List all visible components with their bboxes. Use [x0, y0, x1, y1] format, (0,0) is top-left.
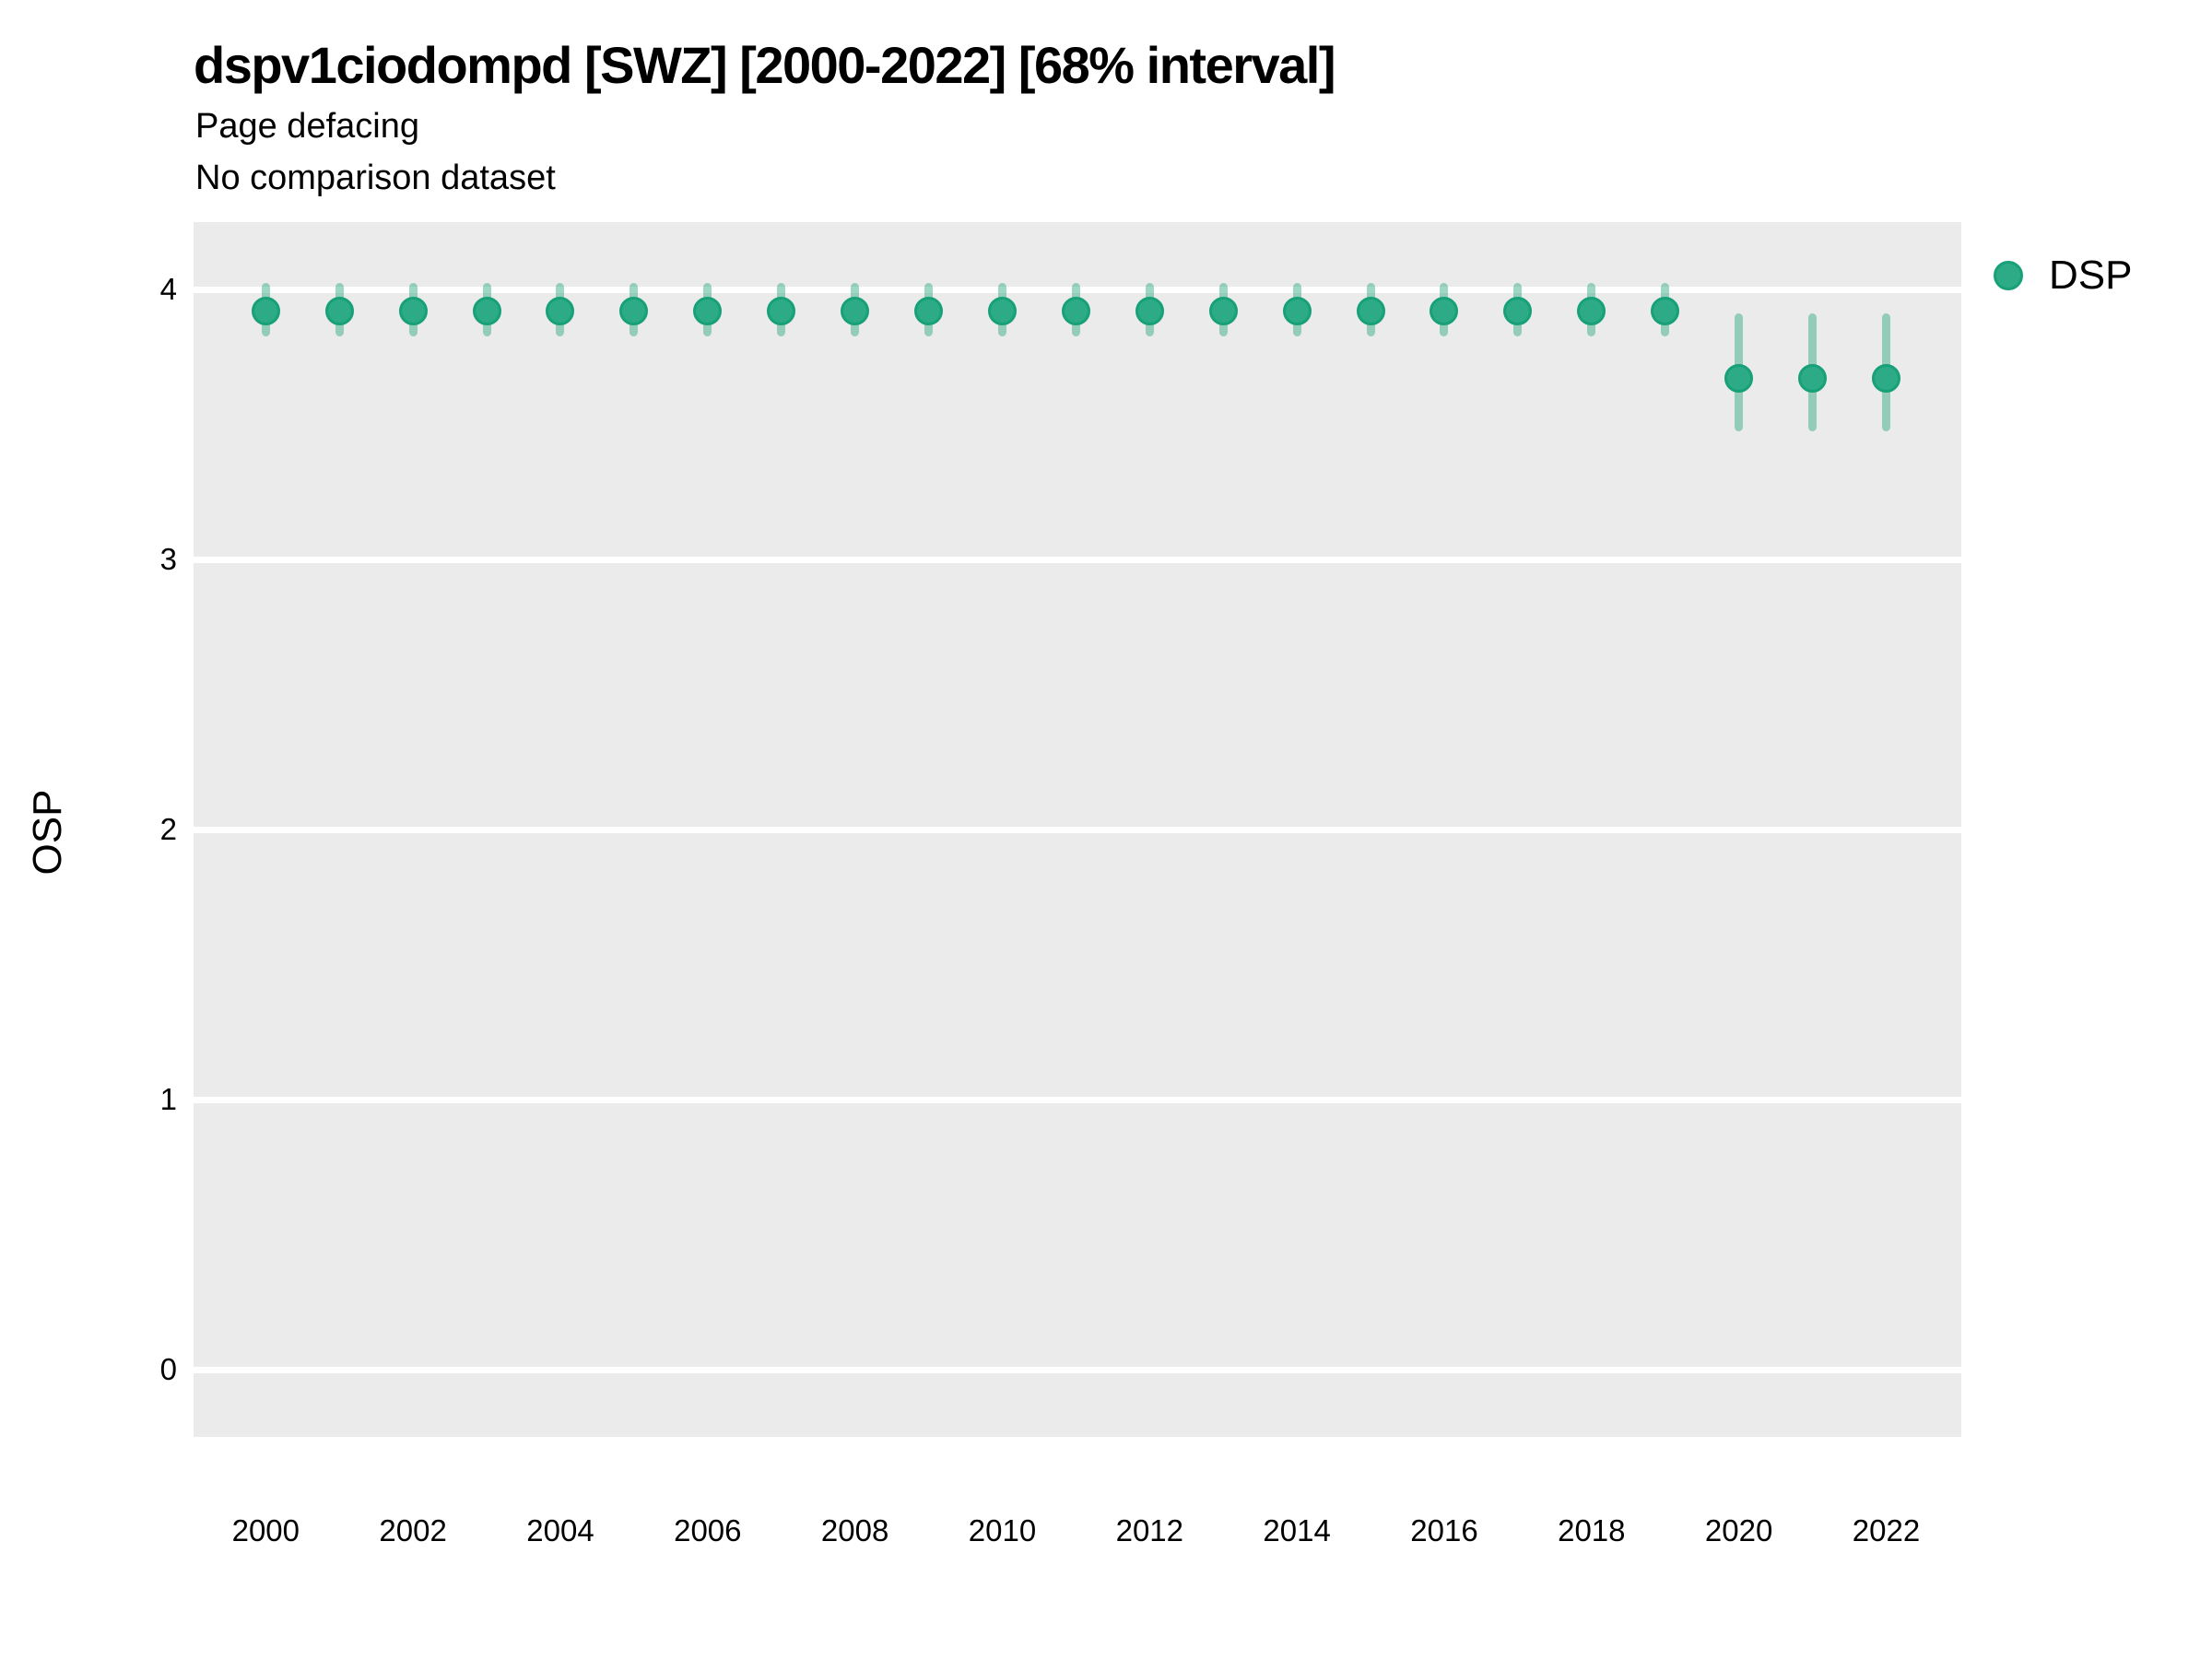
data-point-2000	[251, 297, 280, 326]
gridline-y-4	[194, 287, 1961, 294]
data-point-2012	[1135, 297, 1164, 326]
page-title: dspv1ciodompd [SWZ] [2000-2022] [68% int…	[194, 36, 1336, 94]
y-tick-label-0: 0	[159, 1351, 177, 1386]
x-tick-label-2006: 2006	[674, 1513, 742, 1547]
x-tick-label-2018: 2018	[1558, 1513, 1626, 1547]
data-point-2002	[398, 297, 428, 326]
gridline-y-0	[194, 1366, 1961, 1373]
data-point-2015	[1356, 297, 1385, 326]
gridline-y-1	[194, 1096, 1961, 1103]
gridline-y-3	[194, 557, 1961, 564]
x-tick-label-2022: 2022	[1852, 1513, 1921, 1547]
x-tick-label-2004: 2004	[526, 1513, 594, 1547]
data-point-2004	[546, 297, 575, 326]
legend-dot-icon	[1994, 261, 2023, 290]
chart-subtitle: Page defacing	[195, 107, 419, 146]
data-point-2003	[472, 297, 501, 326]
chart-comparison-note: No comparison dataset	[195, 159, 556, 197]
legend-label: DSP	[2049, 253, 2133, 298]
y-tick-label-3: 3	[159, 542, 177, 577]
x-tick-label-2016: 2016	[1410, 1513, 1478, 1547]
x-tick-label-2002: 2002	[379, 1513, 447, 1547]
y-tick-label-2: 2	[159, 812, 177, 846]
data-point-2018	[1577, 297, 1606, 326]
data-point-2020	[1724, 364, 1754, 394]
data-point-2017	[1503, 297, 1533, 326]
legend: DSP	[1994, 253, 2132, 298]
y-tick-label-4: 4	[159, 272, 177, 307]
x-tick-label-2000: 2000	[231, 1513, 300, 1547]
x-tick-label-2014: 2014	[1263, 1513, 1331, 1547]
y-tick-label-1: 1	[159, 1081, 177, 1116]
gridline-y-2	[194, 827, 1961, 833]
x-tick-label-2010: 2010	[968, 1513, 1037, 1547]
data-point-2019	[1651, 297, 1680, 326]
data-point-2011	[1061, 297, 1090, 326]
data-point-2008	[841, 297, 870, 326]
data-point-2010	[987, 297, 1017, 326]
data-point-2007	[767, 297, 796, 326]
data-point-2006	[693, 297, 723, 326]
data-point-2009	[914, 297, 944, 326]
plot-panel	[194, 222, 1961, 1437]
x-tick-label-2008: 2008	[820, 1513, 889, 1547]
data-point-2022	[1871, 364, 1900, 394]
data-point-2021	[1798, 364, 1828, 394]
data-point-2001	[324, 297, 354, 326]
y-axis-title: OSP	[25, 789, 70, 876]
data-point-2016	[1430, 297, 1459, 326]
data-point-2014	[1282, 297, 1312, 326]
x-tick-label-2012: 2012	[1115, 1513, 1184, 1547]
x-tick-label-2020: 2020	[1704, 1513, 1773, 1547]
data-point-2005	[619, 297, 649, 326]
data-point-2013	[1208, 297, 1238, 326]
